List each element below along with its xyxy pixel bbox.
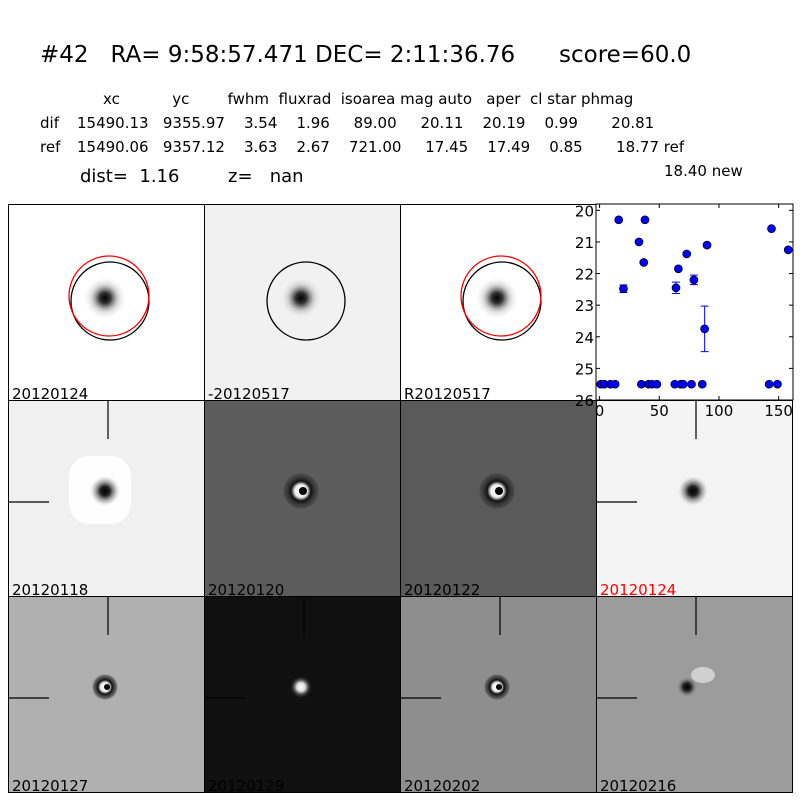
y-tick-label: 25 <box>575 360 594 378</box>
stamp-date-label: R20120517 <box>404 385 491 401</box>
y-tick-label: 23 <box>575 297 594 315</box>
source-negative <box>677 677 697 697</box>
y-tick-label: 21 <box>575 234 594 252</box>
stamp-date-label: 20120202 <box>404 777 481 793</box>
data-point <box>619 284 628 294</box>
stamp-date-label: -20120517 <box>208 385 290 401</box>
data-point <box>639 258 649 267</box>
stamp-panel: 20120124 <box>8 204 205 401</box>
y-tick-label: 26 <box>575 392 594 410</box>
data-point <box>700 324 709 334</box>
stamp-date-label: 20120120 <box>208 581 285 597</box>
dif-row-label: dif <box>40 114 59 132</box>
source-core <box>104 684 110 690</box>
stamp-date-label: 20120216 <box>600 777 677 793</box>
source-core <box>299 487 307 495</box>
data-point <box>697 379 707 389</box>
stamp-date-label: 20120127 <box>12 777 89 793</box>
stamp-date-label: 20120129 <box>208 777 285 793</box>
data-point <box>764 379 774 389</box>
data-point <box>682 249 692 259</box>
data-point <box>671 283 681 293</box>
x-tick-label: 150 <box>764 402 793 420</box>
data-point <box>614 215 624 225</box>
source-core <box>495 487 503 495</box>
ref-row-values: 15490.06 9357.12 3.63 2.67 721.00 17.45 … <box>77 138 685 156</box>
data-point <box>767 224 776 234</box>
source-residual <box>289 675 313 699</box>
source-psf <box>475 276 519 320</box>
data-point <box>702 240 712 250</box>
source-core <box>496 684 502 690</box>
source-positive <box>691 667 715 683</box>
data-point <box>773 379 782 389</box>
data-point <box>674 264 683 274</box>
x-tick-label: 0 <box>595 402 605 420</box>
stamp-panel: 20120202 <box>400 596 597 793</box>
y-tick-label: 20 <box>575 202 594 220</box>
stamp-panel: 20120127 <box>8 596 205 793</box>
data-point <box>637 379 646 389</box>
ref-aperture-circle <box>460 255 542 337</box>
plot-frame <box>595 203 794 401</box>
stamp-panel: 20120216 <box>596 596 793 793</box>
data-point <box>689 275 699 285</box>
source-psf <box>89 475 121 507</box>
table-header: xc yc fwhm fluxrad isoarea mag auto aper… <box>103 90 634 108</box>
stamp-panel: R20120517 <box>400 204 597 401</box>
stamp-date-label: 20120124 <box>12 385 89 401</box>
data-point <box>640 215 650 225</box>
source-psf <box>83 276 127 320</box>
candidate-title: #42 RA= 9:58:57.471 DEC= 2:11:36.76 scor… <box>40 42 692 68</box>
x-tick-label: 50 <box>650 402 669 420</box>
data-point <box>610 379 620 389</box>
stamp-panel: -20120517 <box>204 204 401 401</box>
y-tick-label: 24 <box>575 329 594 347</box>
data-point <box>783 245 793 255</box>
stamp-panel: 20120124 <box>596 400 793 597</box>
z-value: z= nan <box>228 166 304 187</box>
ref-aperture-circle <box>68 255 150 337</box>
source-psf <box>279 276 323 320</box>
source-psf <box>677 475 709 507</box>
data-point <box>678 379 688 389</box>
data-point <box>687 379 696 389</box>
stamp-panel: 20120120 <box>204 400 401 597</box>
stamp-panel: 20120129 <box>204 596 401 793</box>
x-tick-label: 100 <box>705 402 734 420</box>
stamp-panel: 20120122 <box>400 400 597 597</box>
aperture-circle <box>266 261 346 341</box>
stamp-date-label: 20120118 <box>12 581 89 597</box>
ref-row-label: ref <box>40 138 61 156</box>
stamp-panel: 20120118 <box>8 400 205 597</box>
data-point <box>652 379 662 389</box>
data-point <box>634 237 644 247</box>
new-phmag: 18.40 new <box>664 162 743 180</box>
dist-value: dist= 1.16 <box>80 166 180 187</box>
stamp-date-label: 20120122 <box>404 581 481 597</box>
dif-row-values: 15490.13 9355.97 3.54 1.96 89.00 20.11 2… <box>77 114 655 132</box>
stamp-date-label: 20120124 <box>600 581 677 597</box>
y-tick-label: 22 <box>575 266 594 284</box>
